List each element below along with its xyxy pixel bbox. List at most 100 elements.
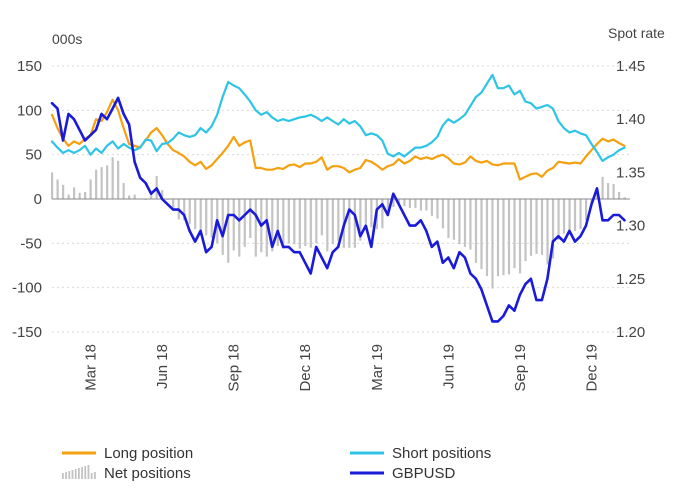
right-tick-label: 1.45 <box>616 58 645 75</box>
legend-swatch-net <box>94 472 96 479</box>
net-positions-bar <box>485 199 489 277</box>
net-positions-bar <box>419 199 423 211</box>
net-positions-bar <box>276 199 279 246</box>
legend-item-short: Short positions <box>350 445 491 462</box>
net-positions-bar <box>557 199 560 240</box>
net-positions-bar <box>606 183 610 199</box>
net-positions-bar <box>67 194 70 199</box>
right-axis-ticks: 1.45 1.40 1.35 1.30 1.25 1.20 <box>616 58 645 341</box>
net-positions-bar <box>518 199 522 274</box>
net-positions-bar <box>551 199 555 259</box>
legend-swatch-net <box>84 466 87 479</box>
net-positions-bar <box>562 199 566 234</box>
net-positions-bar <box>73 187 76 199</box>
net-positions-bar <box>117 160 120 199</box>
legend-item-long: Long position <box>62 445 193 462</box>
net-positions-bar <box>392 199 395 207</box>
left-axis-label: 000s <box>52 31 82 47</box>
net-positions-bar <box>458 199 461 245</box>
x-tick-label: Sep 18 <box>226 344 243 392</box>
net-positions-bar <box>106 165 109 199</box>
net-positions-bar <box>370 199 373 228</box>
net-positions-bar <box>381 199 384 229</box>
x-tick-label: Jun 19 <box>440 344 457 389</box>
net-positions-bar <box>150 191 153 199</box>
net-positions-bar <box>331 199 334 245</box>
net-positions-bar <box>304 199 307 246</box>
net-positions-bar <box>408 199 412 208</box>
net-positions-bar <box>480 199 483 270</box>
legend-label: GBPUSD <box>392 465 456 482</box>
net-positions-bar <box>425 199 428 211</box>
net-positions-bar <box>573 199 577 231</box>
net-positions-bar <box>430 199 434 216</box>
net-positions-bar <box>540 199 544 255</box>
net-positions-bar <box>491 199 494 289</box>
net-positions-bar <box>403 199 406 207</box>
left-axis-ticks: 150 100 50 0 -50 -100 -150 <box>12 58 42 341</box>
net-positions-bar <box>199 199 202 233</box>
right-tick-label: 1.20 <box>616 324 645 341</box>
x-tick-label: Mar 18 <box>83 344 100 391</box>
net-positions-bar <box>56 179 59 199</box>
net-positions-bar <box>100 167 103 199</box>
net-positions-bar <box>441 199 445 229</box>
net-positions-bar <box>172 199 175 211</box>
net-positions-bar <box>348 199 351 248</box>
net-positions-bar <box>254 199 257 257</box>
net-positions-bar <box>364 199 367 224</box>
short-positions-line <box>50 73 626 162</box>
left-tick-label: -100 <box>12 280 42 297</box>
legend-swatch-net <box>74 469 77 479</box>
net-positions-bar <box>452 199 456 240</box>
legend-label: Short positions <box>392 445 491 462</box>
net-positions-bar <box>89 179 92 199</box>
net-positions-bar <box>463 199 467 247</box>
net-positions-bar <box>188 199 191 224</box>
left-tick-label: 150 <box>17 58 42 75</box>
legend: Long position Short positions Net position… <box>62 445 491 482</box>
net-positions-bar <box>469 199 472 250</box>
net-positions-bar <box>194 199 197 230</box>
legend-label: Long position <box>104 445 193 462</box>
net-positions-bar <box>298 199 301 249</box>
net-positions-bar <box>326 199 329 252</box>
net-positions-bar <box>238 199 241 257</box>
net-positions-bar <box>161 190 164 199</box>
legend-swatch-net <box>65 472 67 479</box>
net-positions-bar <box>309 199 312 248</box>
right-tick-label: 1.25 <box>616 271 645 288</box>
legend-label: Net positions <box>104 465 191 482</box>
left-tick-label: 100 <box>17 102 42 119</box>
net-positions-bar <box>95 169 98 199</box>
right-tick-label: 1.30 <box>616 218 645 235</box>
net-positions-bar <box>282 199 285 249</box>
legend-swatch-net <box>62 473 64 479</box>
left-tick-label: -50 <box>20 235 42 252</box>
net-positions-bar <box>111 157 114 199</box>
right-tick-label: 1.35 <box>616 164 645 181</box>
net-positions-bar <box>529 199 533 256</box>
legend-swatch-net <box>81 467 83 479</box>
net-positions-bar <box>227 199 230 263</box>
legend-swatch-net <box>78 468 80 479</box>
right-tick-label: 1.40 <box>616 111 645 128</box>
net-positions-bar <box>128 195 131 199</box>
x-tick-label: Mar 19 <box>369 344 386 391</box>
long-position-line <box>50 98 626 181</box>
net-positions-bar <box>293 199 296 245</box>
net-positions-bar <box>535 199 538 254</box>
net-positions-bar <box>183 199 186 221</box>
net-positions-bar <box>584 199 588 221</box>
net-positions-bar <box>617 191 621 199</box>
net-positions-bar <box>601 176 604 199</box>
net-positions-bar <box>51 172 54 199</box>
legend-swatch-net <box>68 471 71 479</box>
left-tick-label: 0 <box>34 191 42 208</box>
left-tick-label: -150 <box>12 324 42 341</box>
net-positions-bar <box>221 199 224 255</box>
x-tick-label: Sep 19 <box>512 344 529 392</box>
legend-swatch-net <box>71 470 74 479</box>
net-positions-bar <box>78 192 81 199</box>
